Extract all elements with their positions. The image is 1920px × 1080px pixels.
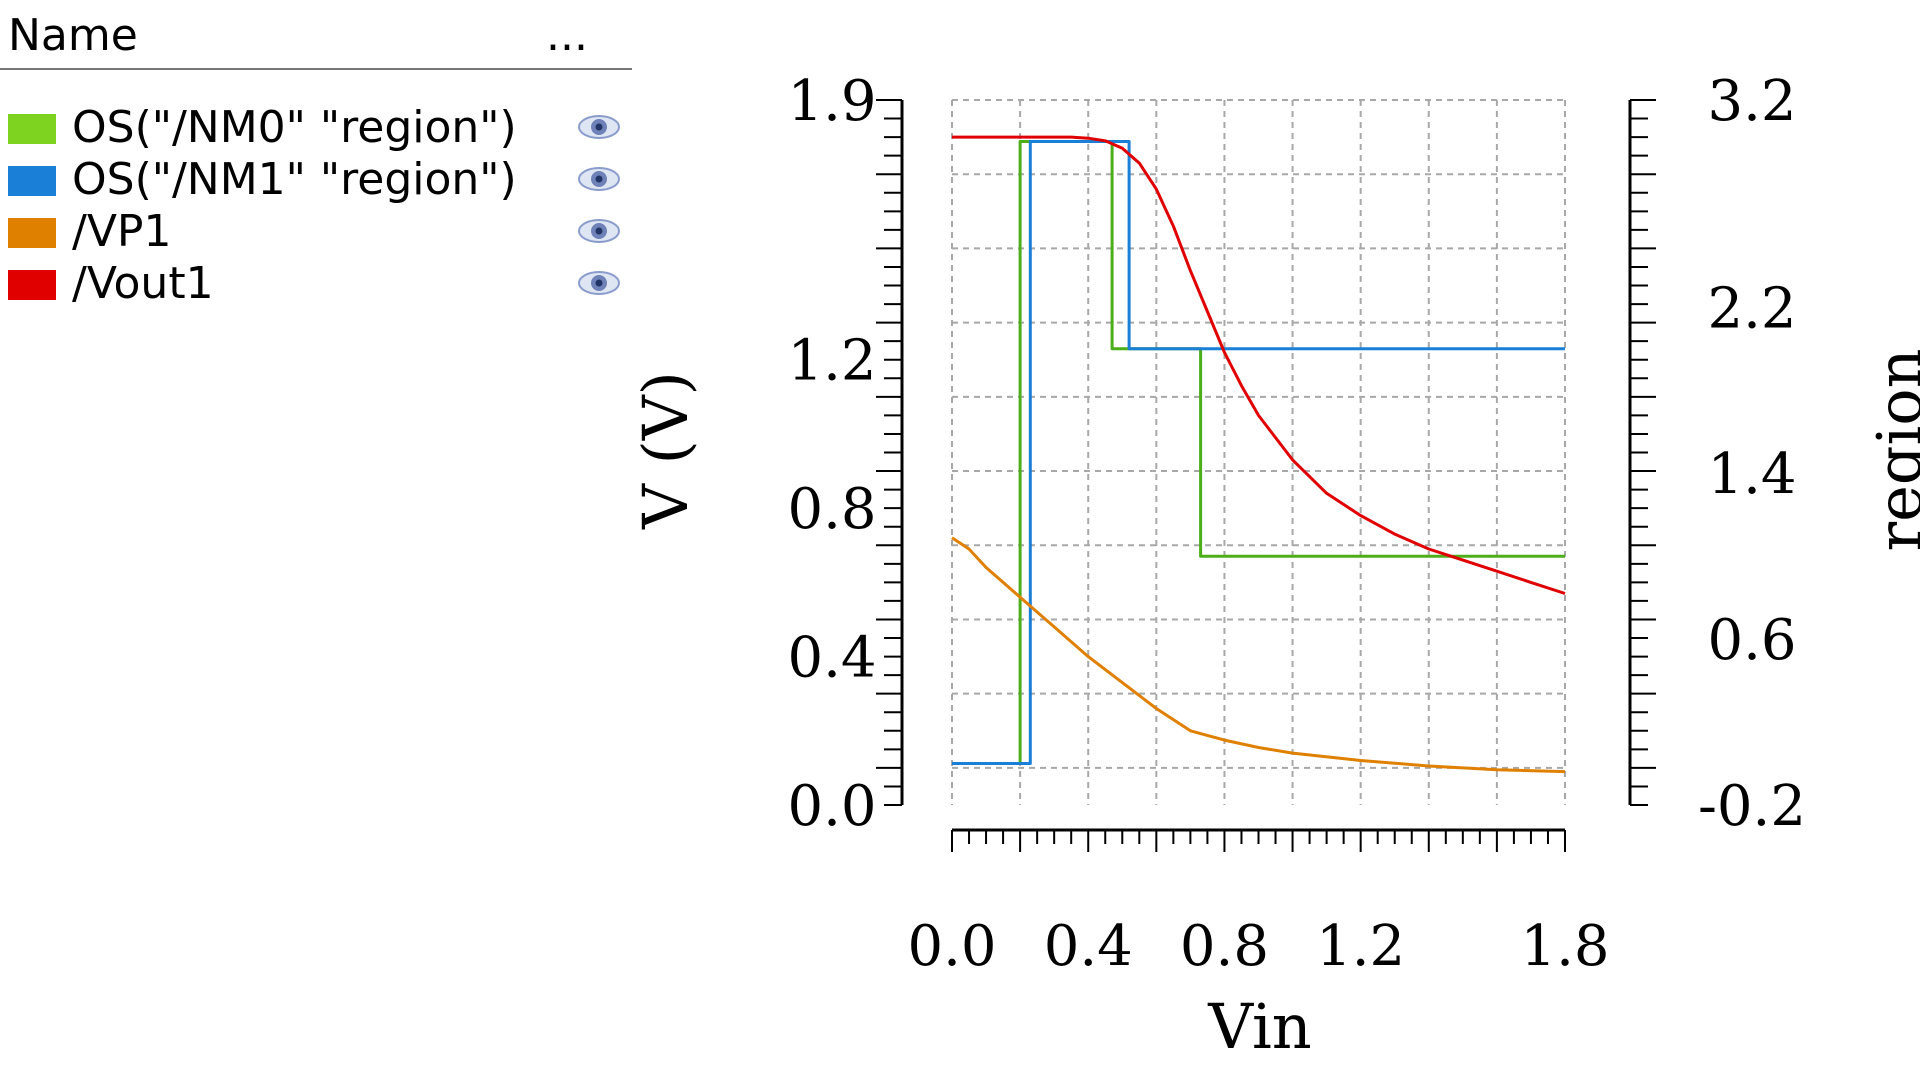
series-line-os-nm0-region xyxy=(952,140,1565,765)
y-tick-label: 1.9 xyxy=(787,69,876,134)
legend-item-label: /VP1 xyxy=(72,206,172,257)
waveform-chart[interactable]: 0.0 0.4 0.8 1.2 1.8 0.0 0.4 0.8 1.2 1.9 -0.2 0.6 1.4… xyxy=(640,0,1920,1080)
series-color-swatch xyxy=(8,166,56,196)
axes xyxy=(900,100,1632,832)
y-tick-label: 0.8 xyxy=(787,477,876,542)
series-line-vp1 xyxy=(951,536,1566,774)
legend-panel: Name ... OS("/NM0" "region") OS("/NM1" "… xyxy=(0,0,640,360)
x-tick-label: 1.2 xyxy=(1316,914,1405,979)
legend-item-nm0-region[interactable]: OS("/NM0" "region") xyxy=(0,98,632,158)
x-axis-label: Vin xyxy=(1207,990,1311,1063)
series-line-os-nm1-region xyxy=(952,140,1565,765)
y2-axis-label: region xyxy=(1863,348,1920,551)
legend-header: Name ... xyxy=(0,0,632,70)
legend-item-label: OS("/NM1" "region") xyxy=(72,154,517,205)
x-tick-label: 0.8 xyxy=(1180,914,1269,979)
legend-item-label: OS("/NM0" "region") xyxy=(72,102,517,153)
eye-icon[interactable] xyxy=(576,266,622,300)
y2-tick-label: -0.2 xyxy=(1698,774,1806,839)
eye-icon[interactable] xyxy=(576,162,622,196)
y-tick-label: 0.4 xyxy=(787,626,876,691)
tick-marks xyxy=(876,99,1656,852)
name-column-header[interactable]: Name xyxy=(8,10,138,61)
tick-labels: 0.0 0.4 0.8 1.2 1.8 0.0 0.4 0.8 1.2 1.9 -0.2 0.6 1.4… xyxy=(787,69,1806,979)
x-tick-label: 0.4 xyxy=(1044,914,1133,979)
y2-tick-label: 3.2 xyxy=(1707,69,1796,134)
series-color-swatch xyxy=(8,270,56,300)
y-axis-label: V (V) xyxy=(640,371,702,530)
series-color-swatch xyxy=(8,218,56,248)
y2-tick-label: 0.6 xyxy=(1707,608,1796,673)
legend-item-label: /Vout1 xyxy=(72,258,214,309)
y-tick-label: 1.2 xyxy=(787,329,876,394)
legend-item-vout1[interactable]: /Vout1 xyxy=(0,254,632,314)
y2-tick-label: 2.2 xyxy=(1707,276,1796,341)
series-lines xyxy=(951,135,1566,774)
legend-item-nm1-region[interactable]: OS("/NM1" "region") xyxy=(0,150,632,210)
eye-icon[interactable] xyxy=(576,214,622,248)
y-tick-label: 0.0 xyxy=(787,774,876,839)
y2-tick-label: 1.4 xyxy=(1707,442,1796,507)
series-color-swatch xyxy=(8,114,56,144)
eye-icon[interactable] xyxy=(576,110,622,144)
series-line-vout1 xyxy=(952,135,1566,595)
more-columns-button[interactable]: ... xyxy=(546,10,588,61)
grid xyxy=(951,99,1566,805)
x-tick-label: 1.8 xyxy=(1520,914,1609,979)
x-tick-label: 0.0 xyxy=(907,914,996,979)
legend-item-vp1[interactable]: /VP1 xyxy=(0,202,632,262)
